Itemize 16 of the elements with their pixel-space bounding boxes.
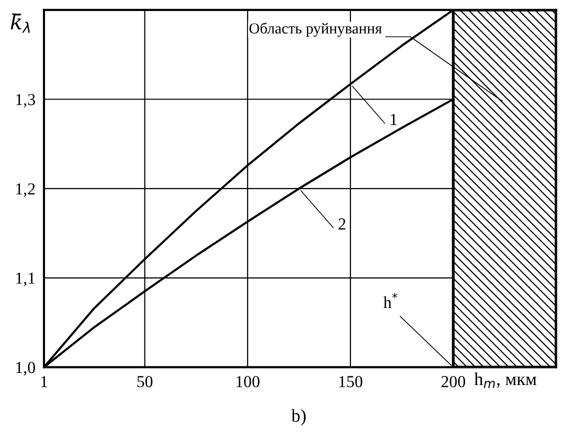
x-tick-label: 150 [339, 376, 362, 388]
annotation: 1 [390, 114, 397, 125]
x-tick-label: 200 [442, 376, 466, 388]
y-axis-title: k̄$_{λ}$ [10, 14, 30, 33]
x-axis-title: h$_{m}$, мкм [474, 372, 536, 388]
annotation: 2 [338, 218, 346, 230]
y-tick-label: 1,3 [16, 94, 36, 108]
annotation: h$^{*}$ [384, 292, 398, 308]
y-tick-label: 1,0 [16, 362, 36, 376]
y-tick-label: 1,1 [16, 272, 35, 286]
band-label: Область руйнування [249, 22, 382, 37]
x-tick-label: 100 [236, 376, 260, 388]
y-tick-label: 1,2 [16, 183, 35, 197]
text: b) [291, 409, 306, 426]
x-tick-label: 1 [41, 376, 48, 388]
x-tick-label: 50 [137, 376, 152, 388]
